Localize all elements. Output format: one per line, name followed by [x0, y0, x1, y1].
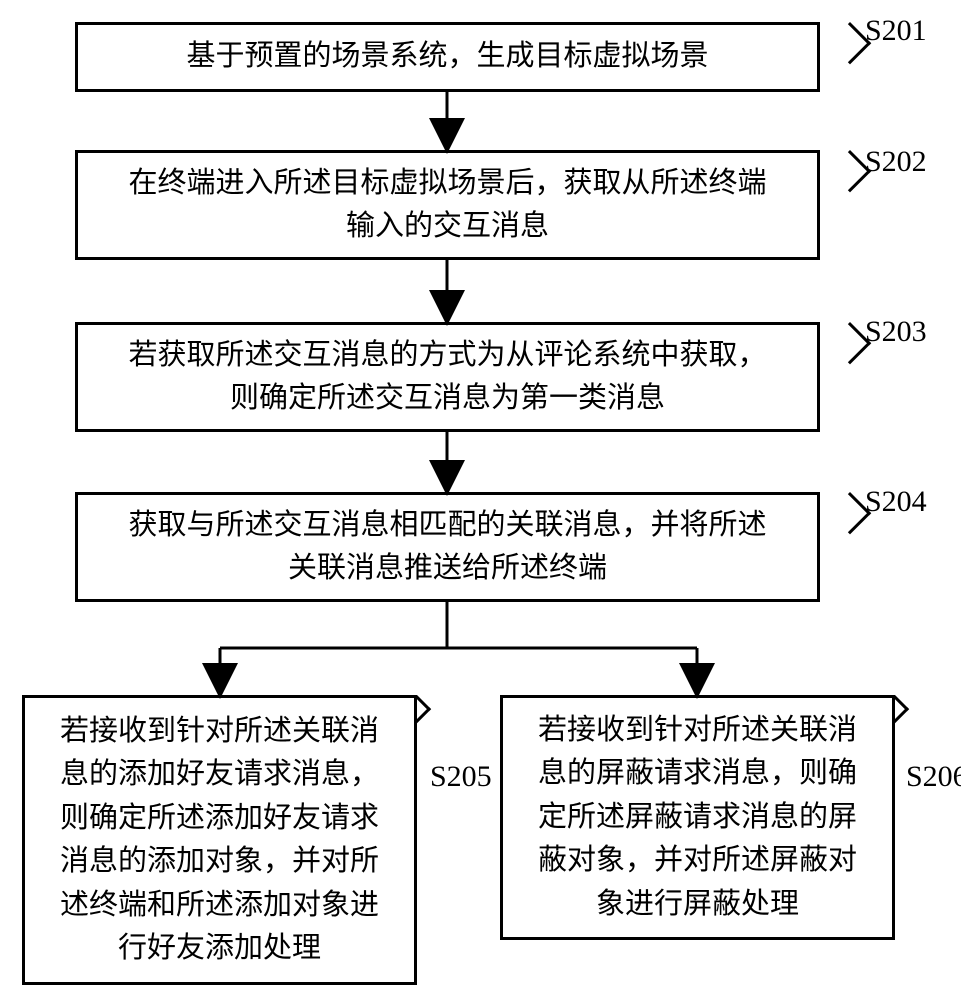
- node-text: 获取与所述交互消息相匹配的关联消息，并将所述 关联消息推送给所述终端: [128, 504, 766, 591]
- node-text: 若获取所述交互消息的方式为从评论系统中获取， 则确定所述交互消息为第一类消息: [128, 334, 766, 421]
- flowchart-node: 获取与所述交互消息相匹配的关联消息，并将所述 关联消息推送给所述终端: [75, 492, 820, 602]
- step-label: S206: [906, 760, 961, 794]
- node-text: 基于预置的场景系统，生成目标虚拟场景: [186, 35, 708, 79]
- step-label: S202: [865, 145, 927, 179]
- flowchart-node: 若接收到针对所述关联消 息的添加好友请求消息， 则确定所述添加好友请求 消息的添…: [22, 695, 417, 985]
- flowchart-node: 在终端进入所述目标虚拟场景后，获取从所述终端 输入的交互消息: [75, 150, 820, 260]
- step-label: S204: [865, 485, 927, 519]
- node-text: 若接收到针对所述关联消 息的添加好友请求消息， 则确定所述添加好友请求 消息的添…: [60, 710, 379, 971]
- flowchart-node: 若接收到针对所述关联消 息的屏蔽请求消息，则确 定所述屏蔽请求消息的屏 蔽对象，…: [500, 695, 895, 940]
- step-label: S203: [865, 315, 927, 349]
- node-text: 在终端进入所述目标虚拟场景后，获取从所述终端 输入的交互消息: [128, 162, 766, 249]
- flowchart-node: 若获取所述交互消息的方式为从评论系统中获取， 则确定所述交互消息为第一类消息: [75, 322, 820, 432]
- step-label: S205: [430, 760, 492, 794]
- flowchart-container: 基于预置的场景系统，生成目标虚拟场景 在终端进入所述目标虚拟场景后，获取从所述终…: [0, 0, 961, 1000]
- step-label: S201: [865, 14, 927, 48]
- node-text: 若接收到针对所述关联消 息的屏蔽请求消息，则确 定所述屏蔽请求消息的屏 蔽对象，…: [538, 709, 857, 927]
- flowchart-node: 基于预置的场景系统，生成目标虚拟场景: [75, 22, 820, 92]
